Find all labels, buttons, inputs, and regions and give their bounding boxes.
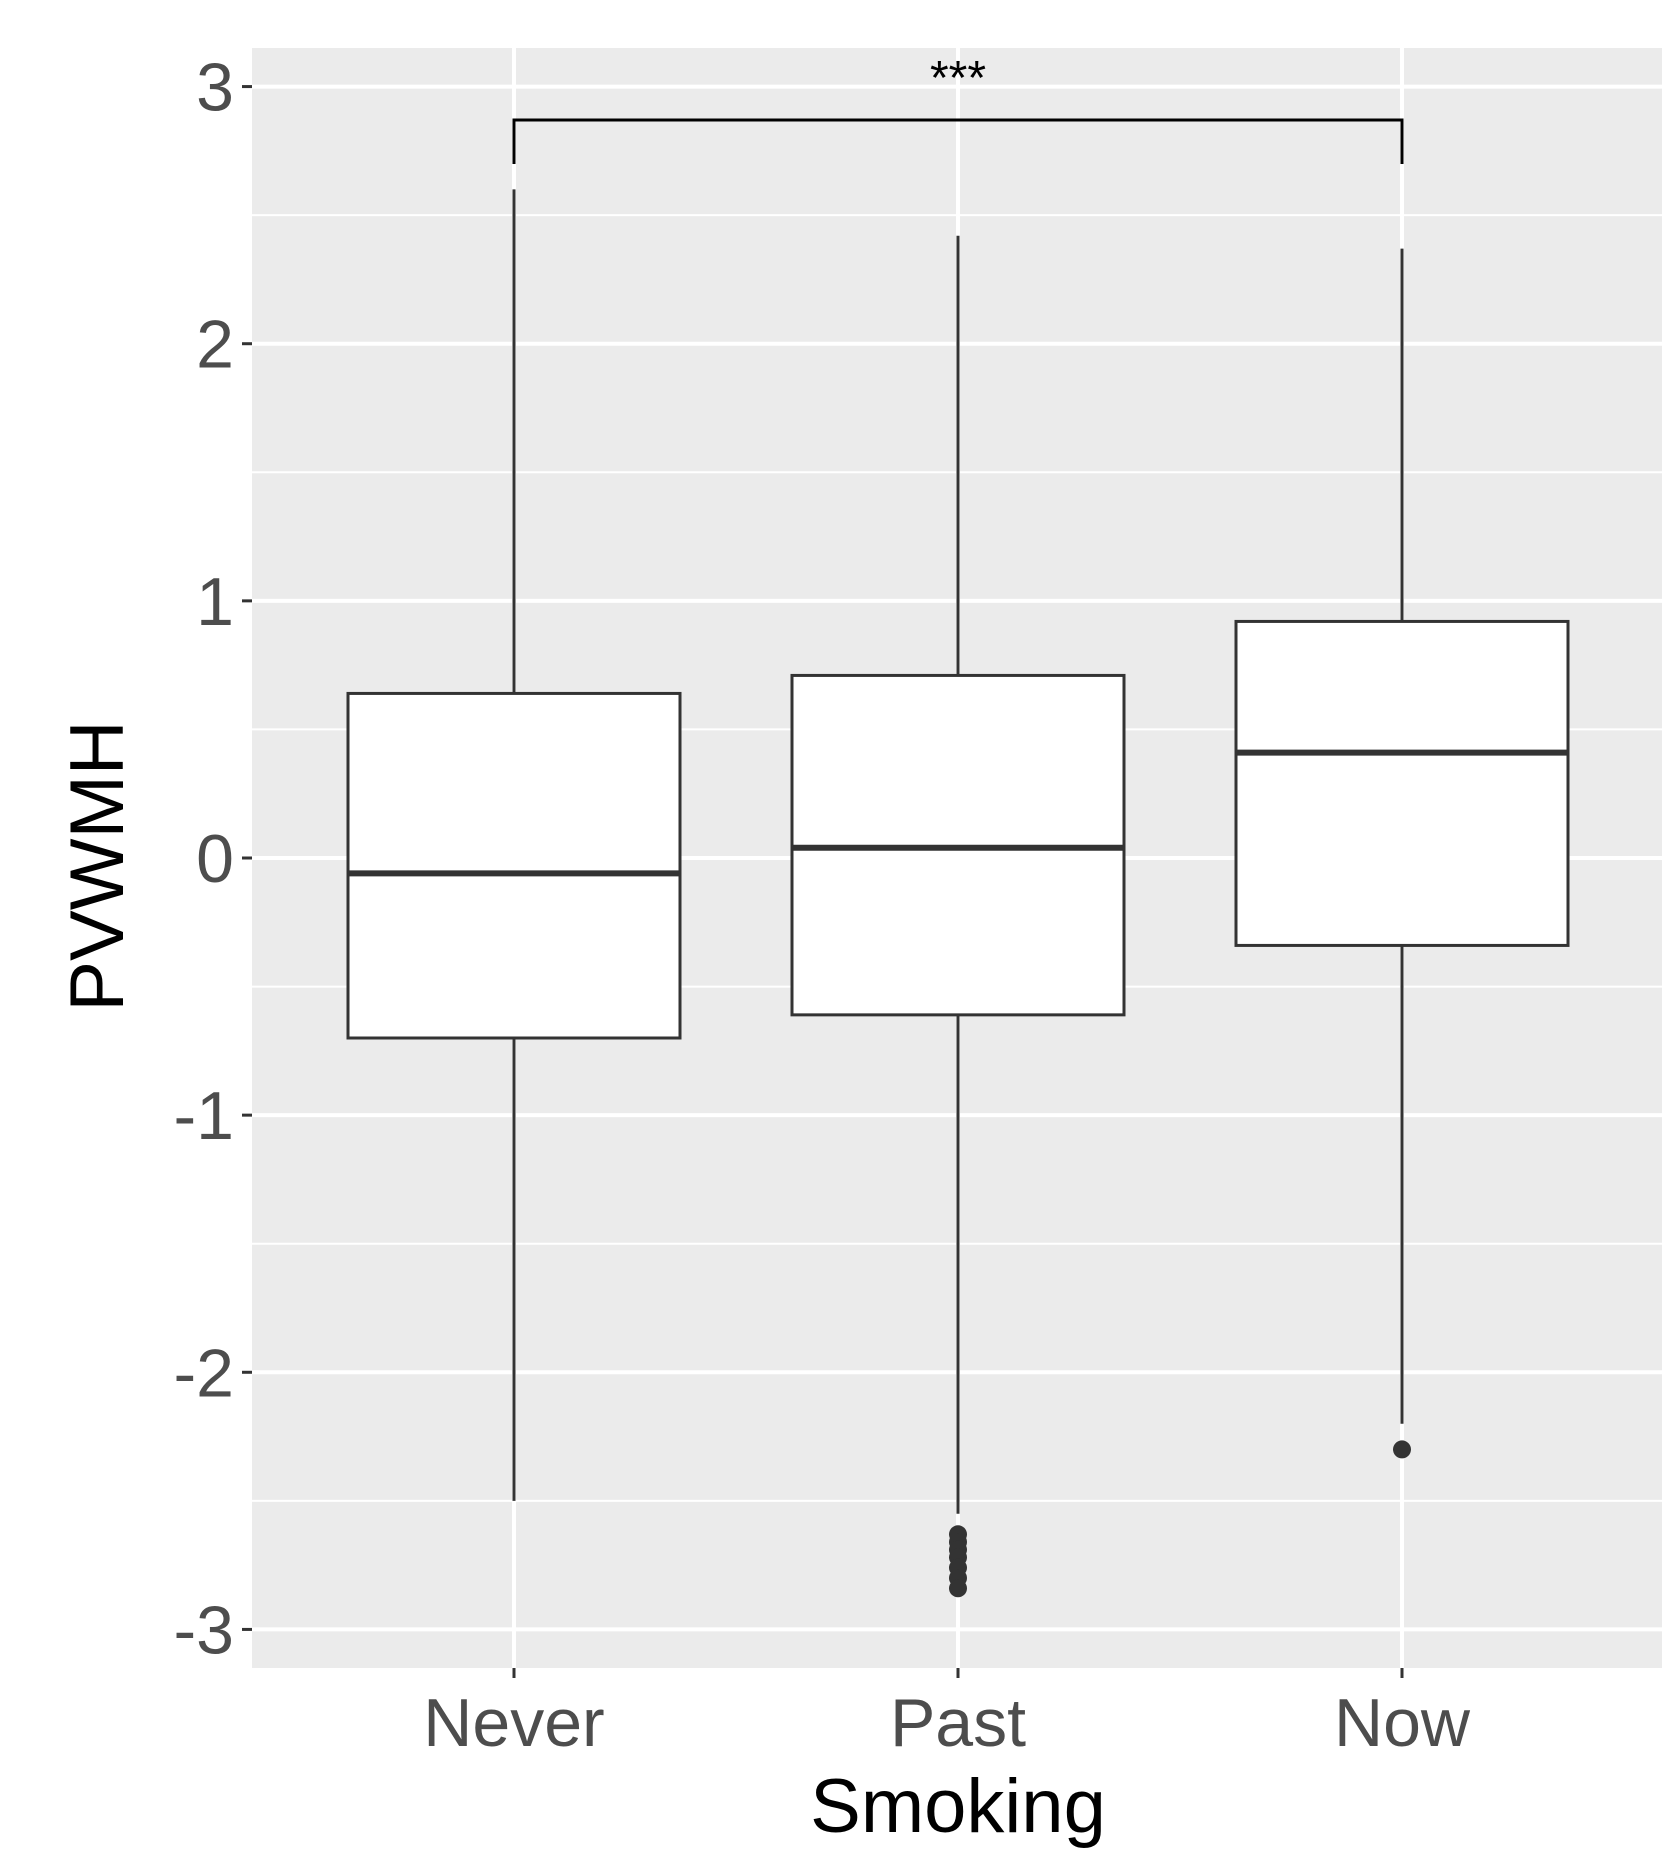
x-tick-label: Never bbox=[423, 1685, 604, 1761]
box-now bbox=[1234, 248, 1570, 1459]
box-iqr bbox=[1234, 619, 1570, 947]
outlier-point bbox=[1393, 1440, 1411, 1459]
y-tick-label: -2 bbox=[174, 1335, 234, 1411]
y-tick-label: 2 bbox=[196, 307, 234, 383]
y-tick-label: 1 bbox=[196, 564, 234, 640]
significance-line bbox=[512, 118, 1404, 164]
y-axis-title: PVWMH bbox=[55, 720, 140, 1011]
y-tick-label: 3 bbox=[196, 50, 234, 126]
significance-label: *** bbox=[930, 52, 986, 105]
box-iqr bbox=[346, 691, 682, 1040]
box-never bbox=[346, 189, 682, 1501]
x-tick-label: Now bbox=[1334, 1685, 1471, 1761]
axes: 3 2 1 0 -1 -2 -3 Never Past Now bbox=[174, 50, 1471, 1761]
y-tick-label: -1 bbox=[174, 1078, 234, 1154]
x-tick-label: Past bbox=[890, 1685, 1026, 1761]
significance-bracket: *** bbox=[512, 52, 1404, 164]
y-tick-label: -3 bbox=[174, 1592, 234, 1668]
y-tick-label: 0 bbox=[196, 821, 234, 897]
outlier-point bbox=[949, 1579, 967, 1598]
x-axis-title: Smoking bbox=[810, 1764, 1106, 1849]
box-past bbox=[790, 235, 1126, 1598]
box-series bbox=[346, 189, 1570, 1598]
